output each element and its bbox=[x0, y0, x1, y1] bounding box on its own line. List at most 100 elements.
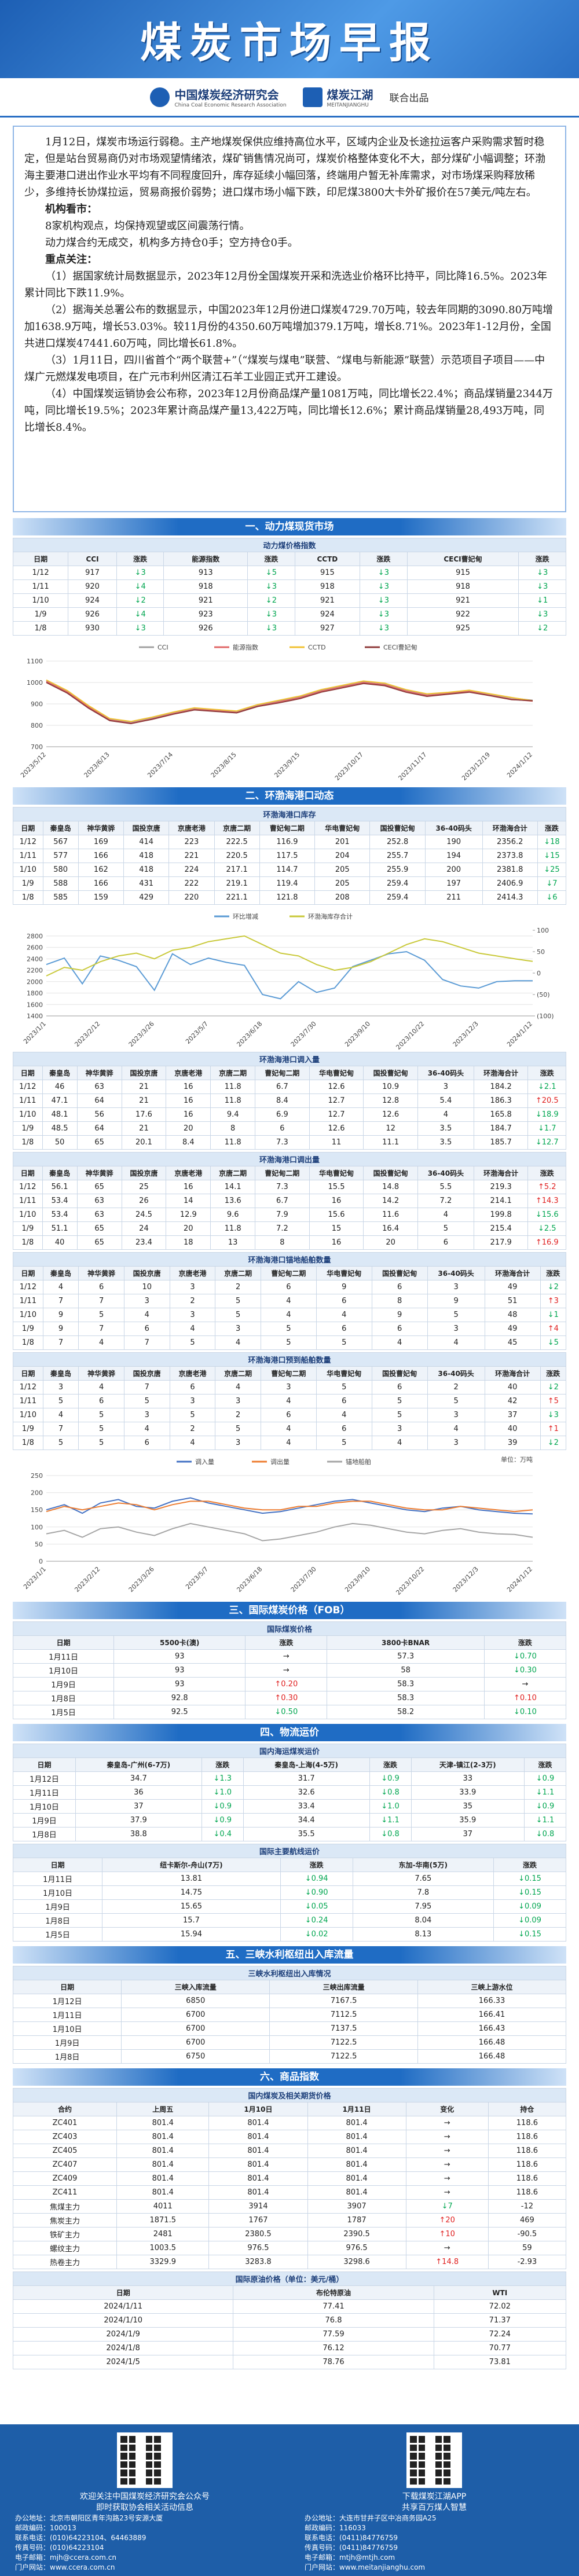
column-header: 京唐二期 bbox=[214, 821, 260, 835]
table-title: 环渤海港口调入量 bbox=[13, 1052, 566, 1066]
table-row: ZC403 801.4 801.4 801.4 → 118.6 bbox=[12, 2130, 567, 2144]
table-cell: 220.5 bbox=[214, 849, 260, 863]
footer-right: 下载煤炭江湖APP 共享百万煤人智慧 办公地址：大连市甘井子区中冶商务园A25 邮… bbox=[290, 2424, 579, 2576]
column-header: 神华黄骅 bbox=[76, 1066, 122, 1080]
table-cell: 418 bbox=[123, 849, 170, 863]
column-header: 36-40码头 bbox=[427, 1266, 485, 1280]
table-row: 1月12日 6850 7167.5 166.33 bbox=[12, 1994, 566, 2008]
table: 动力煤价格指数 日期 CCI 涨跌 能源指数 涨跌 CCTD 涨跌 CECI曹妃甸 涨跌 1/12 9… bbox=[12, 538, 566, 636]
column-header: 上周五 bbox=[116, 2102, 210, 2116]
table-row: 1月11日 93 → 57.3 ↓0.70 bbox=[12, 1649, 567, 1664]
y2-tick-label: 0 bbox=[537, 970, 541, 977]
table-cell: ↓3 bbox=[116, 566, 164, 580]
table-cell: 1月9日 bbox=[12, 1899, 103, 1914]
table-cell: 255.7 bbox=[369, 849, 426, 863]
table-row: 1/9 51.1 65 24 20 11.8 7.2 15 16.4 5 215.4 ↓2.5 bbox=[13, 1221, 566, 1236]
table-cell: 11 bbox=[309, 1135, 364, 1150]
table-cell: 4 bbox=[371, 1335, 428, 1350]
table-cell: 915 bbox=[406, 566, 519, 580]
table-cell: 5 bbox=[260, 1322, 317, 1336]
section-title: 六、商品指数 bbox=[13, 2068, 566, 2086]
table-cell: ↓2 bbox=[540, 1380, 567, 1395]
page-title: 煤炭市场早报 bbox=[140, 19, 439, 67]
x-tick-label: 2023/6/18 bbox=[235, 1020, 263, 1048]
table-cell: 11.8 bbox=[210, 1221, 256, 1236]
x-tick-label: 2023/1/1 bbox=[22, 1565, 47, 1591]
table-cell: 35.9 bbox=[411, 1813, 525, 1828]
table-cell: 118.6 bbox=[488, 2116, 567, 2130]
table-cell: 2381.8 bbox=[482, 863, 538, 877]
table-cell: 4 bbox=[260, 1294, 317, 1308]
table-cell: 4 bbox=[417, 1208, 474, 1222]
table-cell: 4 bbox=[215, 1335, 261, 1350]
column-header: 纽卡斯尔-舟山(7万) bbox=[102, 1858, 281, 1872]
table-cell: 46 bbox=[42, 1080, 78, 1094]
table-cell: → bbox=[483, 1677, 567, 1691]
x-tick-label: 2024/1/12 bbox=[505, 1020, 534, 1048]
column-header: 秦皇岛 bbox=[42, 1066, 78, 1080]
y-tick-label: 1400 bbox=[27, 1012, 43, 1020]
column-header: 曹妃甸二期 bbox=[255, 1166, 310, 1180]
footer-line: 门户网站：www.meitanjianghu.com bbox=[305, 2563, 426, 2571]
x-tick-label: 2023/9/10 bbox=[343, 1565, 372, 1594]
column-header: 涨跌 bbox=[280, 1858, 353, 1872]
table-cell: 1月10日 bbox=[12, 1663, 115, 1678]
table-title: 国际主要航线运价 bbox=[13, 1844, 566, 1858]
table-cell: 159 bbox=[78, 890, 124, 905]
table-row: 1/10 924 ↓2 921 ↓2 921 ↓3 921 ↓1 bbox=[12, 593, 566, 608]
table-cell: 7.95 bbox=[352, 1899, 494, 1914]
table-cell: 7122.5 bbox=[269, 2049, 419, 2064]
series-line bbox=[46, 681, 533, 724]
table-cell: 48.1 bbox=[42, 1107, 78, 1122]
table-cell: ↓1.1 bbox=[523, 1813, 567, 1828]
table-title-row: 环渤海港口调出量 bbox=[13, 1152, 566, 1166]
org-name-en: China Coal Economic Research Association bbox=[174, 102, 287, 108]
table-cell: 7 bbox=[78, 1294, 124, 1308]
table-cell: ↑10 bbox=[405, 2227, 489, 2241]
table-header-row: 日期 秦皇岛 神华黄骅 国投京唐 京唐老港 京唐二期 曹妃甸二期 华电曹妃甸 国投曹妃甸 36-4… bbox=[13, 1066, 566, 1080]
table-cell: ↓0.9 bbox=[201, 1799, 244, 1814]
table-cell: ↓1.3 bbox=[201, 1771, 244, 1786]
table-cell: 3 bbox=[427, 1408, 485, 1422]
table-cell: 40 bbox=[484, 1380, 541, 1395]
table-cell: 6700 bbox=[121, 2008, 270, 2022]
table-cell: 78.76 bbox=[233, 2355, 434, 2369]
column-header: 环渤海合计 bbox=[484, 1366, 541, 1381]
column-header: 涨跌 bbox=[245, 1635, 328, 1650]
table-cell: 7.2 bbox=[417, 1194, 474, 1208]
column-header: 国投曹妃甸 bbox=[371, 1266, 428, 1280]
table-title-row: 三峡水利枢纽出入库情况 bbox=[13, 1966, 566, 1980]
column-header: 3800卡BNAR bbox=[327, 1635, 485, 1650]
table-cell: -12 bbox=[488, 2199, 567, 2214]
table-cell: 1787 bbox=[307, 2213, 406, 2228]
section-title: 五、三峡水利枢纽出入库流量 bbox=[13, 1946, 566, 1964]
x-tick-label: 2023/9/10 bbox=[343, 1020, 372, 1048]
table-title: 环渤海港口库存 bbox=[13, 807, 566, 821]
table-cell: ↓1.1 bbox=[369, 1813, 412, 1828]
table-cell: 184.2 bbox=[473, 1080, 529, 1094]
table-cell: ↓3 bbox=[247, 607, 295, 622]
table-cell: ZC411 bbox=[12, 2185, 118, 2200]
table-cell: 31.7 bbox=[243, 1771, 370, 1786]
y-tick-label: 2200 bbox=[27, 967, 43, 974]
table-cell: 24.5 bbox=[121, 1208, 167, 1222]
column-header: 京唐二期 bbox=[215, 1366, 261, 1381]
column-header: 涨跌 bbox=[247, 552, 295, 566]
column-header: 环渤海合计 bbox=[473, 1166, 529, 1180]
table-cell: 1月5日 bbox=[12, 1927, 103, 1942]
table-row: ZC409 801.4 801.4 801.4 → 118.6 bbox=[12, 2171, 567, 2186]
table-cell: 923 bbox=[163, 607, 248, 622]
table-cell: 2024/1/9 bbox=[12, 2327, 234, 2342]
table-cell: 1/11 bbox=[13, 1394, 43, 1408]
table-cell: 1月10日 bbox=[12, 2021, 122, 2036]
org-name: 中国煤炭经济研究会 bbox=[174, 88, 279, 102]
table-cell: 59 bbox=[488, 2241, 567, 2255]
table-header-row: 日期 秦皇岛 神华黄骅 国投京唐 京唐老港 京唐二期 曹妃甸二期 华电曹妃甸 国投曹妃甸 36-4… bbox=[13, 1166, 566, 1180]
x-tick-label: 2023/7/14 bbox=[146, 751, 174, 779]
table-row: 1月11日 13.81 ↓0.94 7.65 ↓0.15 bbox=[12, 1872, 566, 1886]
table-cell: 801.4 bbox=[208, 2157, 308, 2172]
table-cell: 7 bbox=[78, 1322, 124, 1336]
section-title: 二、环渤海港口动态 bbox=[13, 787, 566, 805]
series-line bbox=[46, 1500, 533, 1513]
